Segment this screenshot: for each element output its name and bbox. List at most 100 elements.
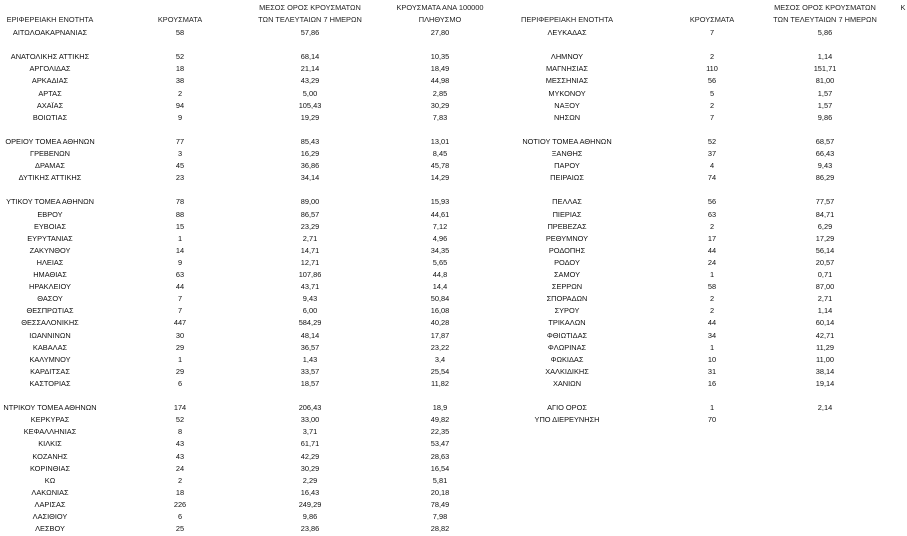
seven-day-average: 87,00 [815, 282, 835, 292]
cases: 29 [175, 342, 185, 352]
region-name: ΔΡΑΜΑΣ [35, 161, 65, 171]
cases-per-100k: 11,82 [431, 378, 449, 388]
cases: 88 [175, 209, 185, 219]
cases-per-100k: 17,87 [430, 330, 450, 340]
seven-day-average: 11,29 [816, 342, 834, 352]
region-name: ΗΡΑΚΛΕΙΟΥ [29, 282, 71, 292]
region-name: ΠΕΛΛΑΣ [552, 197, 582, 207]
region-name: ΦΛΩΡΙΝΑΣ [547, 342, 587, 352]
seven-day-average: 60,14 [815, 318, 835, 328]
region-name: ΜΑΓΝΗΣΙΑΣ [546, 64, 588, 74]
region-name: ΚΑΣΤΟΡΙΑΣ [29, 378, 71, 388]
cases: 7 [177, 306, 183, 316]
region-name: ΥΠΟ ΔΙΕΡΕΥΝΗΣΗ [534, 415, 600, 425]
seven-day-average: 30,29 [300, 463, 320, 473]
region-name: ΛΗΜΝΟΥ [550, 52, 584, 62]
cases: 37 [707, 149, 717, 158]
cases: 38 [175, 76, 185, 86]
seven-day-average: 9,86 [817, 112, 833, 122]
seven-day-average: 584,29 [298, 318, 322, 328]
seven-day-average: 107,86 [298, 270, 322, 279]
seven-day-average: 33,57 [300, 366, 320, 376]
region-name: ΞΑΝΘΗΣ [551, 149, 583, 158]
cases: 77 [175, 136, 185, 146]
cases: 7 [709, 28, 715, 37]
column-header: Κ [900, 3, 906, 12]
seven-day-average: 61,71 [300, 439, 320, 449]
seven-day-average: 105,43 [298, 100, 322, 110]
region-name: ΦΘΙΩΤΙΔΑΣ [546, 330, 588, 340]
region-name: ΧΑΝΙΩΝ [552, 378, 582, 388]
seven-day-average: 5,00 [302, 88, 318, 98]
cases-per-100k: 44,61 [430, 209, 450, 219]
cases: 74 [707, 173, 717, 183]
cases: 52 [707, 136, 717, 146]
region-name: ΖΑΚΥΝΘΟΥ [29, 245, 71, 255]
region-name: ΜΕΣΣΗΝΙΑΣ [545, 76, 589, 86]
seven-day-average: 38,14 [815, 366, 835, 376]
seven-day-average: 57,86 [300, 28, 320, 37]
cases-per-100k: 50,84 [430, 294, 450, 304]
cases: 45 [175, 161, 185, 171]
region-name: ΑΡΓΟΛΙΔΑΣ [29, 64, 71, 74]
seven-day-average: 2,71 [817, 294, 833, 304]
cases: 2 [177, 88, 183, 98]
seven-day-average: 3,71 [302, 427, 318, 437]
cases-per-100k: 5,81 [432, 475, 448, 485]
cases: 6 [177, 378, 183, 388]
cases: 63 [175, 270, 185, 279]
seven-day-average: 16,43 [300, 487, 320, 497]
cases: 58 [707, 282, 717, 292]
seven-day-average: 6,29 [817, 221, 833, 231]
seven-day-average: 1,57 [817, 88, 833, 98]
cases: 44 [707, 318, 717, 328]
region-name: ΦΩΚΙΔΑΣ [550, 354, 584, 364]
region-name: ΠΙΕΡΙΑΣ [552, 209, 582, 219]
seven-day-average: 9,43 [817, 161, 833, 171]
region-name: ΘΑΣΟΥ [37, 294, 63, 304]
region-name: ΜΥΚΟΝΟΥ [548, 88, 586, 98]
seven-day-average: 36,86 [300, 161, 320, 171]
region-name: ΚΟΖΑΝΗΣ [32, 451, 68, 461]
cases: 78 [175, 197, 185, 207]
cases: 2 [709, 306, 715, 316]
column-header: ΚΡΟΥΣΜΑΤΑ [689, 15, 735, 24]
seven-day-average: 84,71 [815, 209, 835, 219]
cases-per-100k: 23,22 [430, 342, 450, 352]
region-name: ΚΟΡΙΝΘΙΑΣ [29, 463, 71, 473]
region-name: ΛΕΣΒΟΥ [35, 524, 65, 534]
column-header: ΤΩΝ ΤΕΛΕΥΤΑΙΩΝ 7 ΗΜΕΡΩΝ [773, 15, 877, 24]
region-name: ΗΜΑΘΙΑΣ [33, 270, 67, 279]
region-name: ΥΤΙΚΟΥ ΤΟΜΕΑ ΑΘΗΝΩΝ [6, 197, 94, 207]
seven-day-average: 12,71 [300, 257, 320, 267]
region-name: ΕΥΡΥΤΑΝΙΑΣ [27, 233, 73, 243]
cases-per-100k: 34,35 [430, 245, 450, 255]
cases: 1 [177, 233, 183, 243]
seven-day-average: 1,14 [817, 52, 833, 62]
cases: 5 [709, 88, 715, 98]
cases: 8 [177, 427, 183, 437]
seven-day-average: 85,43 [300, 136, 320, 146]
seven-day-average: 19,14 [815, 378, 835, 388]
cases: 9 [177, 257, 183, 267]
region-name: ΚΕΡΚΥΡΑΣ [30, 415, 70, 425]
cases-per-100k: 27,80 [430, 28, 450, 37]
region-name: ΚΕΦΑΛΛΗΝΙΑΣ [23, 427, 77, 437]
column-header: ΜΕΣΟΣ ΟΡΟΣ ΚΡΟΥΣΜΑΤΩΝ [259, 3, 361, 12]
region-name: ΝΟΤΙΟΥ ΤΟΜΕΑ ΑΘΗΝΩΝ [522, 136, 612, 146]
cases: 30 [175, 330, 185, 340]
cases: 56 [707, 197, 717, 207]
cases-per-100k: 28,82 [430, 524, 450, 534]
seven-day-average: 249,29 [298, 499, 322, 509]
region-name: ΚΑΛΥΜΝΟΥ [29, 354, 71, 364]
seven-day-average: 2,71 [302, 233, 318, 243]
cases: 52 [175, 52, 185, 62]
region-name: ΣΥΡΟΥ [554, 306, 580, 316]
region-name: ΔΥΤΙΚΗΣ ΑΤΤΙΚΗΣ [18, 173, 82, 183]
region-name: ΡΟΔΟΥ [554, 257, 580, 267]
cases-per-100k: 22,35 [430, 427, 450, 437]
seven-day-average: 89,00 [300, 197, 320, 207]
cases-per-100k: 40,28 [430, 318, 450, 328]
seven-day-average: 42,29 [300, 451, 320, 461]
